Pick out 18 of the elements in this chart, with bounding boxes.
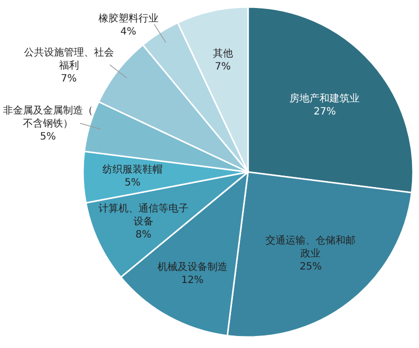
- data-label: 25%: [300, 261, 322, 272]
- slice-label: 计算机、通信等电子设备: [98, 202, 188, 228]
- slice-label: 非金属及金属制造（不含钢铁）: [3, 104, 93, 130]
- data-label: 5%: [40, 132, 56, 143]
- slice-label: 房地产和建筑业: [290, 92, 360, 104]
- slice-label: 机械及设备制造: [157, 261, 228, 274]
- slice-label: 其他: [212, 47, 233, 60]
- slice-label: 交通运输、仓储和邮政业: [266, 234, 356, 260]
- data-label: 8%: [136, 230, 152, 241]
- data-label: 7%: [214, 61, 231, 72]
- data-label: 5%: [124, 178, 140, 189]
- slice-label: 纺织服装鞋帽: [102, 164, 163, 176]
- slice-label: 公共设施管理、社会福利: [24, 46, 114, 72]
- data-label: 12%: [181, 275, 204, 286]
- data-label: 7%: [60, 73, 77, 84]
- slice-label: 橡胶塑料行业: [98, 12, 158, 24]
- data-label: 27%: [314, 106, 336, 118]
- data-label: 4%: [120, 26, 136, 38]
